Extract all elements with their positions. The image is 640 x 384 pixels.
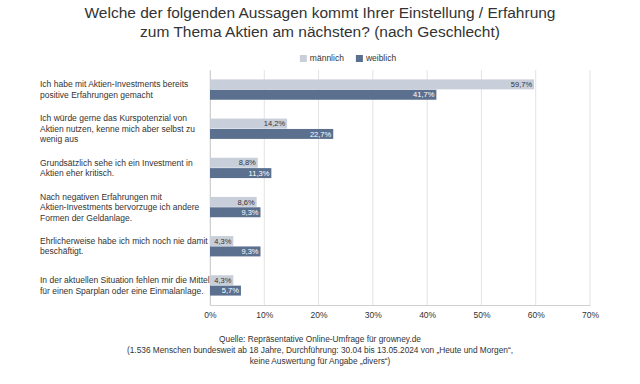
grid-line <box>481 70 482 305</box>
bar <box>210 168 271 178</box>
tick: Grundsätzlich sehe ich ein Investment in… <box>40 158 210 179</box>
tick: 10% <box>256 305 273 320</box>
tick-label: 10% <box>256 310 273 320</box>
data-label: 8,8% <box>239 158 256 167</box>
data-label: 41,7% <box>413 90 435 99</box>
bar <box>210 286 241 296</box>
grid-line <box>210 70 211 305</box>
tick-label: 50% <box>473 310 490 320</box>
axis-line <box>211 305 591 306</box>
tick-label: 20% <box>311 310 328 320</box>
title: Welche der folgenden Aussagen kommt Ihre… <box>84 4 555 40</box>
y-axis: Ich habe mit Aktien-Investments bereitsp… <box>39 71 211 306</box>
category-label: Grundsätzlich sehe ich ein Investment in… <box>40 158 193 179</box>
bar <box>210 79 534 89</box>
tick: 30% <box>365 305 382 320</box>
axis-line <box>210 71 211 306</box>
data-label: 59,7% <box>511 80 533 89</box>
data-labels: 59,7% 14,2% 8,8% 8,6% 4,3% 4,3% 41,7% 22,7% 11,3… <box>214 80 532 295</box>
tick-label: 60% <box>528 310 545 320</box>
tick: 70% <box>582 305 599 320</box>
grid-line <box>590 70 591 305</box>
tick: Ich würde gerne das Kurspotenzial vonAkt… <box>39 113 210 144</box>
bar <box>210 207 260 217</box>
tick-label: 0% <box>204 310 217 320</box>
legend-label: männlich <box>310 53 344 63</box>
bar <box>210 236 233 246</box>
grid-line <box>372 70 373 305</box>
legend-item: weiblich <box>356 53 397 63</box>
tick: In der aktuellen Situation fehlen mir di… <box>40 275 210 296</box>
category-label: Ich würde gerne das Kurspotenzial vonAkt… <box>39 113 195 144</box>
data-label: 9,3% <box>241 247 258 256</box>
tick: 0% <box>204 305 217 320</box>
bar <box>210 158 258 168</box>
annotation: (1.536 Menschen bundesweit ab 18 Jahre, … <box>127 345 513 355</box>
bar <box>210 246 260 256</box>
legend-label: weiblich <box>365 53 397 63</box>
legend-item: männlich <box>300 53 344 63</box>
grid-line <box>535 70 536 305</box>
tick: Ehrlicherweise habe ich mich noch nie da… <box>40 236 210 257</box>
grid-line <box>427 70 428 305</box>
category-label: In der aktuellen Situation fehlen mir di… <box>40 275 210 296</box>
tick: 20% <box>311 305 328 320</box>
data-label: 4,3% <box>214 276 231 285</box>
bar <box>210 275 233 285</box>
series <box>210 79 534 285</box>
legend-swatch <box>356 55 363 62</box>
bar <box>210 129 333 139</box>
tick: 50% <box>473 305 490 320</box>
tick-label: 70% <box>582 310 599 320</box>
bar <box>210 90 436 100</box>
annotations: Quelle: Repräsentative Online-Umfrage fü… <box>127 334 513 366</box>
category-label: Nach negativen Erfahrungen mitAktien-Inv… <box>40 192 199 223</box>
grid-line <box>318 70 319 305</box>
bar <box>210 197 257 207</box>
legend: männlich weiblich <box>300 53 397 63</box>
tick: 40% <box>419 305 436 320</box>
tick: 60% <box>528 305 545 320</box>
data-label: 5,7% <box>222 286 239 295</box>
series <box>210 90 436 296</box>
category-label: Ich habe mit Aktien-Investments bereitsp… <box>40 79 188 100</box>
grid-line <box>264 70 265 305</box>
data-label: 9,3% <box>241 208 258 217</box>
data-label: 4,3% <box>214 237 231 246</box>
data-label: 8,6% <box>238 198 255 207</box>
tick: Nach negativen Erfahrungen mitAktien-Inv… <box>40 192 210 223</box>
data-label: 14,2% <box>264 119 286 128</box>
tick-label: 30% <box>365 310 382 320</box>
x-axis: 0% 10% 20% 30% 40% 50% 60% 70% <box>204 305 599 320</box>
data-label: 11,3% <box>249 169 270 178</box>
chart: Welche der folgenden Aussagen kommt Ihre… <box>0 0 640 384</box>
data-label: 22,7% <box>310 130 332 139</box>
bars <box>210 79 534 295</box>
grid <box>210 70 590 305</box>
annotation: keine Auswertung für Angabe „divers“) <box>250 356 391 366</box>
annotation: Quelle: Repräsentative Online-Umfrage fü… <box>219 334 421 344</box>
legend-swatch <box>300 55 307 62</box>
tick-label: 40% <box>419 310 436 320</box>
bar <box>210 119 287 129</box>
category-label: Ehrlicherweise habe ich mich noch nie da… <box>40 236 208 257</box>
tick: Ich habe mit Aktien-Investments bereitsp… <box>40 79 210 100</box>
